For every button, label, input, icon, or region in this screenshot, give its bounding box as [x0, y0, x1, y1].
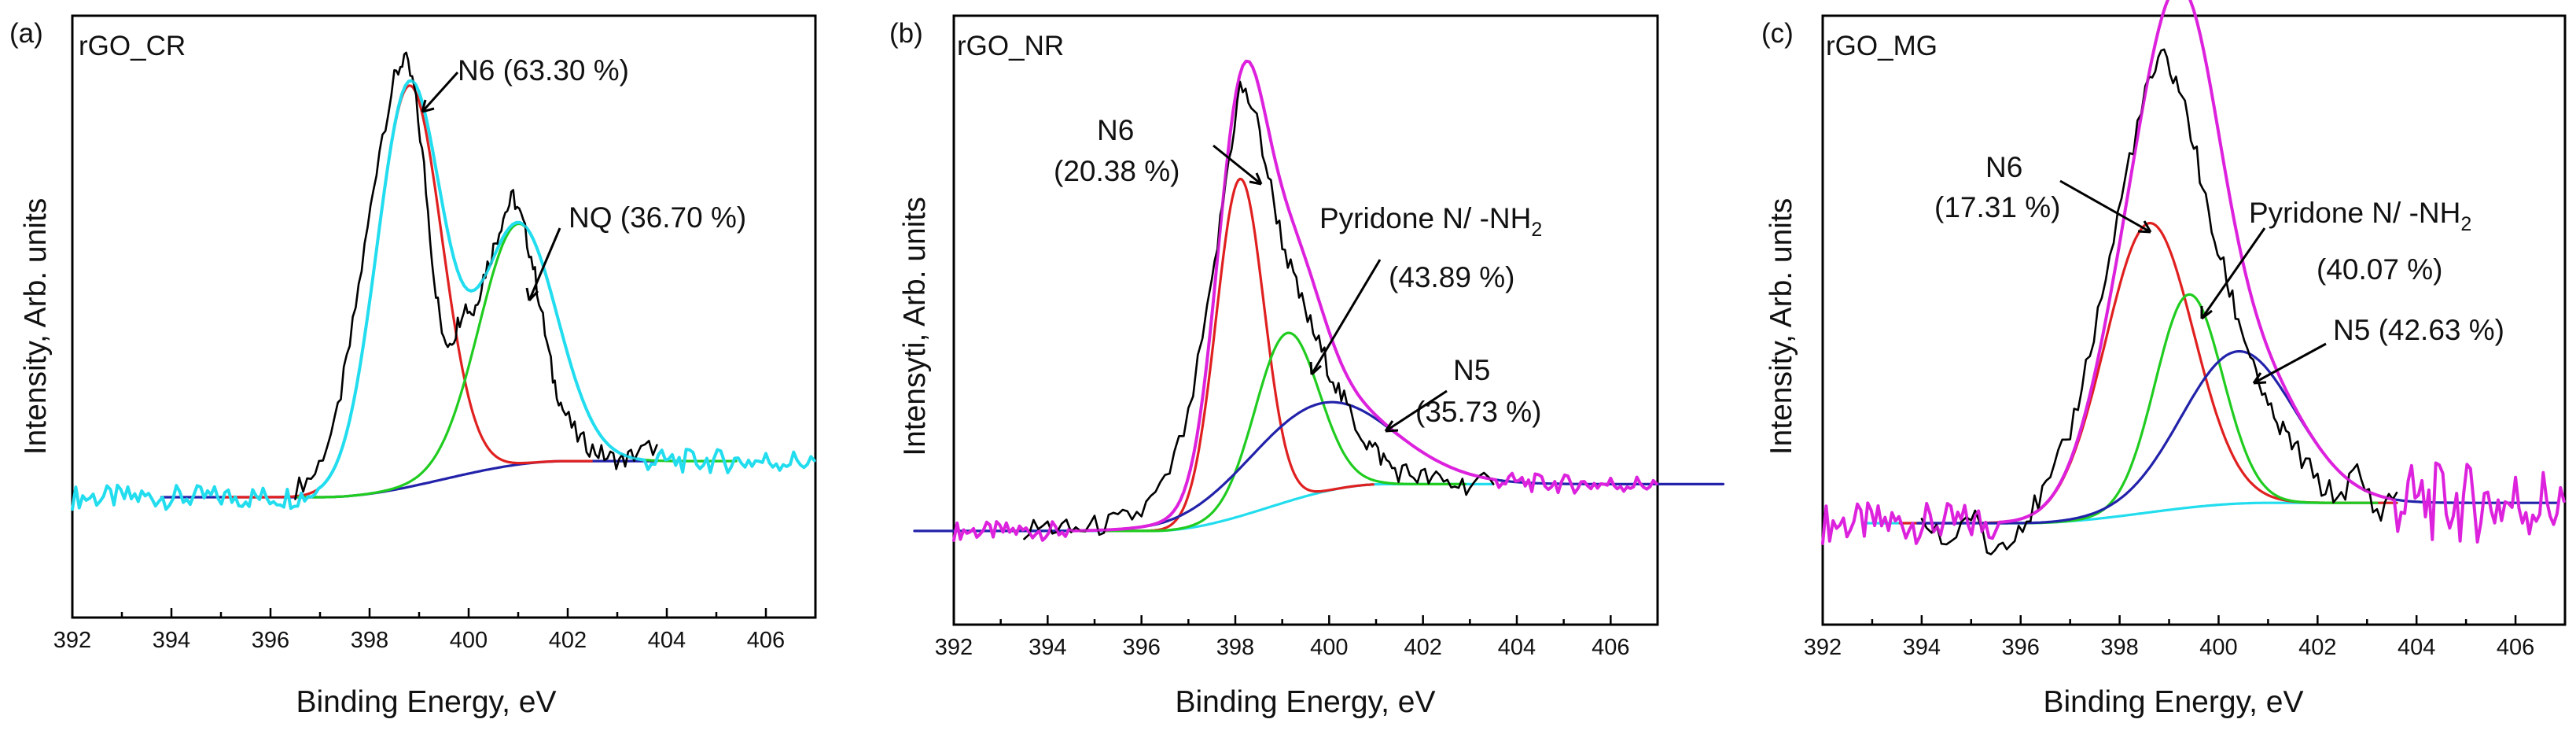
annotation-n6-percent: (20.38 %): [1054, 155, 1179, 187]
annotation-pyridone-subscript: 2: [1531, 219, 1542, 241]
annotation-n6: N6: [1985, 151, 2022, 183]
panel-letter: (b): [889, 18, 923, 49]
arrow-n6: [1213, 144, 1263, 186]
background-line: [999, 482, 1494, 533]
panel-letter: (c): [1761, 18, 1794, 49]
arrow-pyridone: [1309, 259, 1382, 376]
x-tick-label: 402: [1404, 635, 1441, 660]
annotation-n5: N5 (42.63 %): [2333, 314, 2504, 346]
arrow-pyridone: [2200, 227, 2266, 320]
panel-c: (c) rGO_MG Intensity, Arb. units Binding…: [1761, 0, 2567, 719]
plot-area: 392 394 396 398 400 402 404 406: [53, 14, 817, 653]
arrow-n5: [1384, 389, 1448, 433]
annotation-n6-percent: (17.31 %): [1934, 191, 2060, 223]
x-tick-label: 406: [2497, 635, 2534, 660]
panel-a: (a) rGO_CR Intensity, Arb. units Binding…: [9, 14, 817, 719]
raw-data-line: [1920, 48, 2398, 555]
plot-area: 392 394 396 398 400 402 404 406: [913, 14, 1725, 660]
raw-data-line: [294, 51, 658, 500]
sample-label: rGO_MG: [1826, 31, 1938, 61]
envelope-fit-overlay: [1922, 0, 2396, 540]
x-tick-label: 402: [2298, 635, 2336, 660]
annotations: N6 (17.31 %) Pyridone N/ -NH2 (40.07 %) …: [1934, 151, 2504, 385]
x-tick-label: 392: [935, 635, 973, 660]
y-axis-label: Intensyti, Arb. units: [898, 197, 932, 456]
component-n5: [1916, 350, 2559, 525]
background-line: [160, 459, 658, 499]
x-tick-label: 398: [351, 628, 388, 653]
plot-frame: [952, 14, 1659, 626]
x-tick-label: 392: [53, 628, 91, 653]
envelope-fit-overlay: [296, 79, 657, 507]
annotation-pyridone-percent: (40.07 %): [2317, 253, 2442, 286]
x-tick-label: 394: [153, 628, 190, 653]
x-tick-label: 406: [1592, 635, 1629, 660]
envelope-line: [1821, 0, 2566, 545]
x-tick-label: 394: [1903, 635, 1941, 660]
envelope-line: [952, 59, 1658, 542]
x-tick-label: 402: [549, 628, 587, 653]
annotation-pyridone-text: Pyridone N/ -NH: [2249, 197, 2460, 229]
envelope-line: [71, 79, 816, 511]
annotation-pyridone-subscript: 2: [2460, 213, 2471, 235]
x-tick-label: 398: [2100, 635, 2138, 660]
annotation-n6: N6: [1097, 114, 1134, 146]
annotation-pyridone: Pyridone N/ -NH2: [2249, 197, 2471, 235]
sample-label: rGO_NR: [957, 31, 1064, 61]
y-axis-label: Intensity, Arb. units: [19, 198, 53, 456]
sample-label: rGO_CR: [79, 31, 186, 61]
arrow-n6: [2059, 179, 2152, 234]
x-tick-label: 398: [1216, 635, 1254, 660]
x-axis-label: Binding Energy, eV: [296, 685, 557, 719]
annotation-nq: NQ (36.70 %): [569, 201, 746, 234]
arrow-n5: [2252, 342, 2327, 385]
x-tick-label: 400: [2199, 635, 2237, 660]
annotations: N6 (20.38 %) Pyridone N/ -NH2 (43.89 %) …: [1054, 114, 1542, 433]
x-tick-label: 404: [1498, 635, 1536, 660]
x-tick-label: 392: [1804, 635, 1842, 660]
panel-letter: (a): [9, 18, 43, 49]
x-tick-label: 396: [2002, 635, 2040, 660]
panel-b: (b) rGO_NR Intensyti, Arb. units Binding…: [889, 14, 1725, 719]
annotation-n6: N6 (63.30 %): [458, 54, 629, 87]
x-tick-label: 396: [1122, 635, 1160, 660]
y-axis-label: Intensity, Arb. units: [1765, 198, 1798, 456]
arrow-n6: [421, 71, 459, 113]
annotation-n5: N5: [1453, 354, 1490, 386]
x-tick-label: 394: [1029, 635, 1066, 660]
arrow-nq: [525, 227, 561, 302]
x-axis-label: Binding Energy, eV: [2044, 685, 2304, 719]
annotation-n5-percent: (35.73 %): [1415, 396, 1541, 428]
raw-data-line: [1023, 80, 1495, 540]
x-tick-label: 404: [2398, 635, 2435, 660]
x-tick-label: 396: [252, 628, 289, 653]
x-tick-label: 400: [1310, 635, 1348, 660]
annotation-pyridone-percent: (43.89 %): [1389, 261, 1514, 293]
x-axis-label: Binding Energy, eV: [1176, 685, 1436, 719]
annotation-pyridone: Pyridone N/ -NH2: [1319, 202, 1542, 241]
plot-frame: [71, 14, 817, 619]
component-n5: [913, 400, 1725, 533]
envelope-fit-overlay: [1025, 60, 1494, 542]
component-pyridone-n-nh2: [1105, 331, 1466, 533]
plot-area: 392 394 396 398 400 402 404 406: [1804, 0, 2567, 660]
x-tick-label: 400: [450, 628, 488, 653]
annotation-pyridone-text: Pyridone N/ -NH: [1319, 202, 1531, 234]
x-tick-label: 404: [648, 628, 686, 653]
annotations: N6 (63.30 %) NQ (36.70 %): [421, 54, 746, 302]
x-tick-label: 406: [747, 628, 785, 653]
